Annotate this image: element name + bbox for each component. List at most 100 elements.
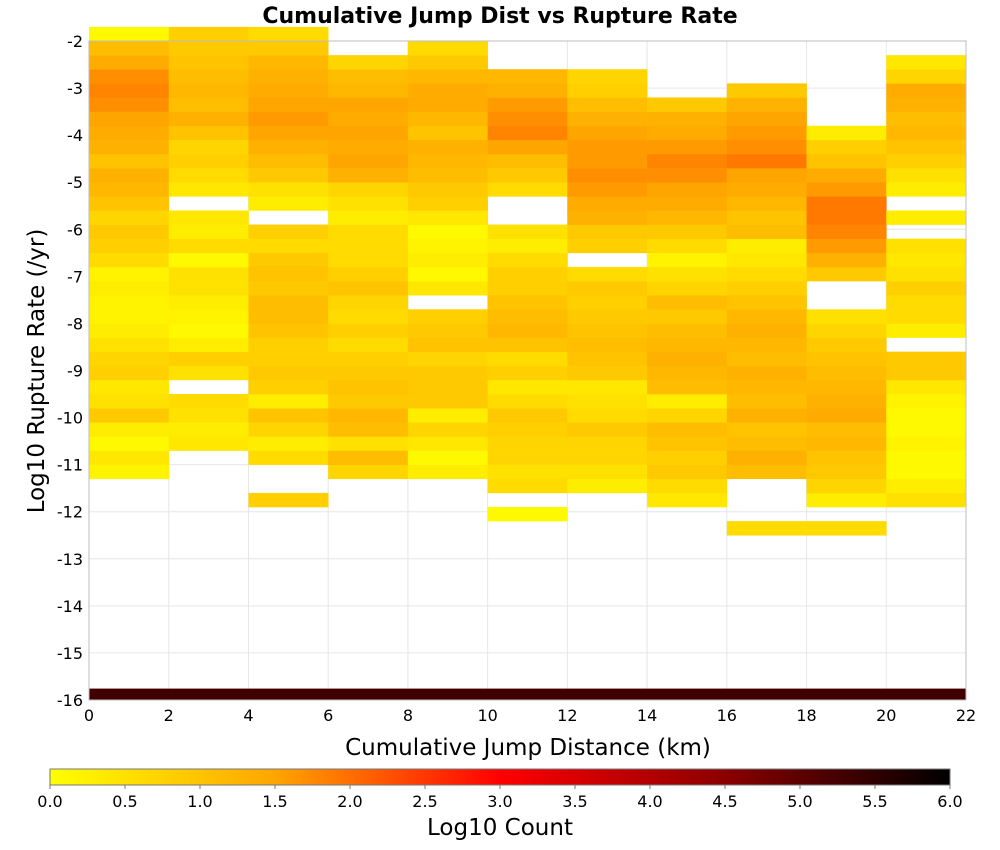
heatmap-cell	[248, 168, 329, 183]
heatmap-cell	[726, 224, 807, 239]
heatmap-cell	[806, 351, 887, 367]
heatmap-cell	[407, 224, 488, 239]
heatmap-cell	[886, 436, 967, 451]
heatmap-cell	[168, 351, 249, 367]
heatmap-cell	[806, 168, 887, 183]
heatmap-cell	[168, 252, 249, 268]
heatmap-cell	[726, 337, 807, 352]
heatmap-cell	[248, 394, 329, 409]
floor-band-cell	[89, 688, 966, 700]
heatmap-cell	[726, 182, 807, 197]
heatmap-cell	[647, 436, 728, 451]
heatmap-cell	[328, 139, 409, 155]
x-tick-label: 18	[796, 706, 816, 725]
heatmap-cell	[168, 111, 249, 127]
heatmap-cell	[806, 521, 887, 536]
heatmap-cell	[407, 379, 488, 395]
heatmap-cell	[168, 337, 249, 352]
heatmap-cell	[567, 111, 648, 127]
heatmap-cell	[726, 266, 807, 282]
heatmap-cell	[89, 182, 170, 197]
heatmap-cell	[647, 323, 728, 338]
heatmap-cell	[567, 464, 648, 480]
heatmap-cell	[248, 41, 329, 56]
heatmap-cell	[407, 69, 488, 84]
heatmap-cell	[886, 238, 967, 254]
heatmap-cell	[886, 365, 967, 381]
heatmap-cell	[89, 295, 170, 310]
heatmap-cell	[328, 55, 409, 70]
heatmap-cell	[647, 394, 728, 409]
heatmap-cell	[328, 365, 409, 381]
x-tick-label: 0	[84, 706, 94, 725]
heatmap-cell	[487, 266, 568, 282]
heatmap-cell	[407, 337, 488, 352]
heatmap-cell	[168, 408, 249, 423]
heatmap-cell	[567, 351, 648, 367]
heatmap-cell	[248, 238, 329, 254]
heatmap-cell	[168, 69, 249, 84]
heatmap-cell	[328, 422, 409, 437]
x-tick-label: 8	[403, 706, 413, 725]
heatmap-cell	[726, 436, 807, 451]
colorbar-tick-label: 6.0	[937, 792, 962, 811]
heatmap-cell	[487, 450, 568, 465]
heatmap-cell	[407, 351, 488, 367]
heatmap-cell	[328, 351, 409, 367]
heatmap-cell	[647, 492, 728, 508]
heatmap-cell	[567, 153, 648, 169]
heatmap-cell	[89, 111, 170, 127]
heatmap-cell	[328, 125, 409, 141]
heatmap-cell	[487, 97, 568, 112]
heatmap-cell	[567, 394, 648, 409]
heatmap-cell	[487, 478, 568, 494]
heatmap-cell	[328, 337, 409, 352]
heatmap-cell	[248, 196, 329, 211]
heatmap-cell	[726, 153, 807, 169]
heatmap-cell	[886, 252, 967, 268]
heatmap-cell	[567, 125, 648, 141]
heatmap-cell	[328, 436, 409, 451]
x-tick-label: 20	[876, 706, 896, 725]
heatmap-cell	[328, 83, 409, 98]
colorbar-ticks: 0.0 0.5 1.0 1.5 2.0 2.5 3.0 3.5 4.0 4.5 5.0 5.5 6.0	[37, 785, 963, 811]
heatmap-cell	[89, 139, 170, 155]
heatmap-cell	[647, 365, 728, 381]
heatmap-cell	[407, 182, 488, 197]
heatmap-cell	[806, 492, 887, 508]
heatmap-cell	[407, 238, 488, 254]
heatmap-cell	[407, 97, 488, 112]
heatmap-cell	[89, 422, 170, 437]
heatmap-cell	[328, 182, 409, 197]
heatmap-cell	[328, 309, 409, 324]
heatmap-cell	[647, 337, 728, 352]
x-tick-label: 22	[956, 706, 976, 725]
heatmap-cell	[647, 153, 728, 169]
heatmap-cell	[487, 111, 568, 127]
heatmap-cell	[726, 168, 807, 183]
heatmap-cell	[567, 408, 648, 423]
heatmap-cell	[168, 182, 249, 197]
heatmap-cell	[487, 394, 568, 409]
heatmap-cell	[328, 224, 409, 239]
heatmap-cell	[248, 26, 329, 42]
heatmap-cell	[886, 394, 967, 409]
heatmap-cell	[487, 125, 568, 141]
heatmap-cell	[806, 125, 887, 141]
heatmap-cell	[248, 266, 329, 282]
heatmap-cell	[89, 365, 170, 381]
heatmap-cell	[726, 422, 807, 437]
heatmap-cell	[487, 309, 568, 324]
heatmap-cell	[168, 309, 249, 324]
y-tick-label: -11	[57, 456, 83, 475]
heatmap-cell	[407, 323, 488, 338]
heatmap-cell	[726, 83, 807, 98]
colorbar-tick-label: 0.5	[112, 792, 137, 811]
heatmap-cell	[647, 478, 728, 494]
heatmap-cell	[806, 210, 887, 225]
heatmap-cell	[726, 295, 807, 310]
heatmap-cell	[407, 55, 488, 70]
heatmap-cell	[407, 83, 488, 98]
heatmap-cell	[168, 97, 249, 112]
